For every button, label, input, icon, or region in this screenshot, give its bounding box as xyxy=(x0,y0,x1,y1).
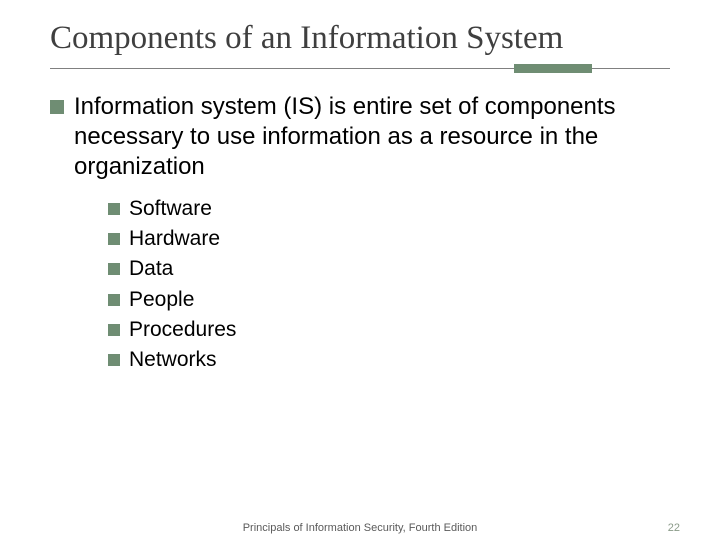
square-bullet-icon xyxy=(108,233,120,245)
bullet-level2: People xyxy=(108,287,670,313)
sub-bullet-list: Software Hardware Data People Procedures… xyxy=(108,196,670,374)
footer-text: Principals of Information Security, Four… xyxy=(0,522,720,534)
slide-body: Information system (IS) is entire set of… xyxy=(50,92,670,374)
bullet-level2: Software xyxy=(108,196,670,222)
bullet-text: Procedures xyxy=(129,317,236,343)
square-bullet-icon xyxy=(50,100,64,114)
bullet-level2: Data xyxy=(108,256,670,282)
bullet-level2: Hardware xyxy=(108,226,670,252)
bullet-text: Hardware xyxy=(129,226,220,252)
square-bullet-icon xyxy=(108,354,120,366)
bullet-level1: Information system (IS) is entire set of… xyxy=(50,92,670,182)
slide-title: Components of an Information System xyxy=(50,20,670,58)
bullet-level2: Networks xyxy=(108,347,670,373)
square-bullet-icon xyxy=(108,263,120,275)
square-bullet-icon xyxy=(108,294,120,306)
bullet-text: Information system (IS) is entire set of… xyxy=(74,92,670,182)
bullet-text: Software xyxy=(129,196,212,222)
bullet-text: People xyxy=(129,287,194,313)
footer-page-number: 22 xyxy=(668,522,680,534)
bullet-level2: Procedures xyxy=(108,317,670,343)
bullet-text: Data xyxy=(129,256,173,282)
square-bullet-icon xyxy=(108,324,120,336)
title-underline xyxy=(50,64,670,74)
square-bullet-icon xyxy=(108,203,120,215)
underline-thick xyxy=(514,64,592,73)
bullet-text: Networks xyxy=(129,347,217,373)
slide: Components of an Information System Info… xyxy=(0,0,720,540)
